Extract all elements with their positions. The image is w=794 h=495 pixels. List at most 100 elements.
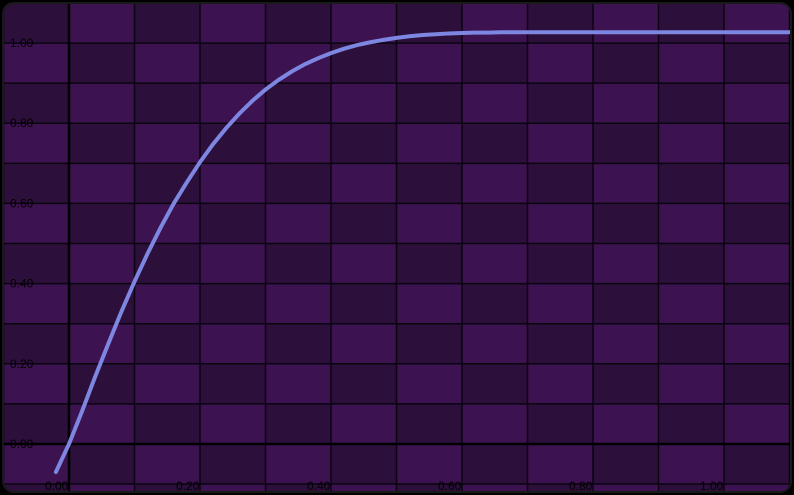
grid-cell xyxy=(69,363,135,404)
grid-cell xyxy=(658,243,724,284)
grid-cell xyxy=(462,203,528,244)
grid-cell xyxy=(658,403,724,444)
grid-cell xyxy=(593,43,659,84)
grid-cell xyxy=(265,83,331,124)
grid-cell xyxy=(593,283,659,324)
grid-cell xyxy=(658,43,724,84)
grid-cell xyxy=(396,163,462,204)
grid-cell xyxy=(658,163,724,204)
grid-cell xyxy=(4,403,69,444)
grid-cell xyxy=(658,323,724,364)
grid-cell xyxy=(396,203,462,244)
grid-cell xyxy=(724,163,790,204)
grid-cell xyxy=(331,243,397,284)
grid-cell xyxy=(200,163,266,204)
grid-cell xyxy=(724,403,790,444)
y-tick-labels: 0.00 0.20 0.40 0.60 0.80 1.00 xyxy=(10,36,34,451)
grid-cell xyxy=(396,443,462,485)
grid-cell xyxy=(331,203,397,244)
grid-cell xyxy=(658,363,724,404)
grid-cell xyxy=(462,123,528,164)
grid-cell xyxy=(396,283,462,324)
grid-cell xyxy=(593,83,659,124)
grid-cell xyxy=(593,203,659,244)
grid-cell xyxy=(462,83,528,124)
grid-cell xyxy=(331,283,397,324)
grid-cell xyxy=(265,484,331,491)
grid-cell xyxy=(527,123,593,164)
grid-cell xyxy=(69,443,135,485)
grid-cell xyxy=(265,43,331,84)
grid-cell xyxy=(331,123,397,164)
grid-cell xyxy=(4,4,69,44)
x-tick-label: 0.40 xyxy=(307,479,331,493)
grid-cell xyxy=(331,323,397,364)
grid-cell xyxy=(265,363,331,404)
x-tick-label: 1.00 xyxy=(700,479,724,493)
grid-cell xyxy=(134,83,200,124)
grid-cell xyxy=(69,484,135,491)
grid-cell xyxy=(724,243,790,284)
grid-cell xyxy=(134,203,200,244)
grid-cell xyxy=(527,443,593,485)
x-tick-label: 0.60 xyxy=(438,479,462,493)
grid-cell xyxy=(593,363,659,404)
grid-cell xyxy=(134,43,200,84)
grid-cell xyxy=(724,363,790,404)
grid-cell xyxy=(4,363,69,404)
grid-cell xyxy=(134,323,200,364)
grid-cell xyxy=(331,403,397,444)
grid-cell xyxy=(200,283,266,324)
grid-cell xyxy=(4,243,69,284)
grid-cell xyxy=(462,163,528,204)
grid-cell xyxy=(593,163,659,204)
grid-cell xyxy=(527,323,593,364)
grid-cell xyxy=(527,163,593,204)
grid-cell xyxy=(200,363,266,404)
grid-cell xyxy=(200,403,266,444)
grid-cell xyxy=(593,484,659,491)
grid-cell xyxy=(527,283,593,324)
grid-cell xyxy=(724,443,790,485)
grid-cell xyxy=(69,203,135,244)
grid-cell xyxy=(265,403,331,444)
grid-cell xyxy=(69,83,135,124)
x-tick-label: 0.80 xyxy=(569,479,593,493)
grid-cell xyxy=(396,484,462,491)
grid-cell xyxy=(69,403,135,444)
grid-cell xyxy=(658,4,724,44)
grid-cell xyxy=(134,4,200,44)
grid-cell xyxy=(527,43,593,84)
grid-cell xyxy=(200,123,266,164)
grid-cell xyxy=(4,203,69,244)
grid-cell xyxy=(462,43,528,84)
y-tick-label: 0.40 xyxy=(10,277,34,291)
y-tick-label: 1.00 xyxy=(10,36,34,50)
grid-cell xyxy=(396,83,462,124)
y-tick-label: 0.80 xyxy=(10,116,34,130)
grid-cell xyxy=(200,43,266,84)
grid-cell xyxy=(69,243,135,284)
grid-cell xyxy=(593,403,659,444)
grid-cell xyxy=(593,323,659,364)
grid-cell xyxy=(265,443,331,485)
grid-cell xyxy=(462,484,528,491)
grid-cell xyxy=(724,203,790,244)
grid-cell xyxy=(331,4,397,44)
line-chart: 0.00 0.20 0.40 0.60 0.80 1.00 0.00 0.20 0.40 0.6… xyxy=(4,4,790,493)
grid-cell xyxy=(396,43,462,84)
grid-cell xyxy=(69,123,135,164)
grid-cell xyxy=(200,484,266,491)
grid-cell xyxy=(265,323,331,364)
grid-cell xyxy=(4,323,69,364)
grid-cell xyxy=(331,163,397,204)
grid-cell xyxy=(396,123,462,164)
grid-cell xyxy=(265,243,331,284)
grid-cell xyxy=(200,443,266,485)
grid-cell xyxy=(331,83,397,124)
x-tick-label: 0.00 xyxy=(45,479,69,493)
grid-cell xyxy=(200,203,266,244)
y-tick-label: 0.60 xyxy=(10,196,34,210)
grid-cell xyxy=(396,243,462,284)
